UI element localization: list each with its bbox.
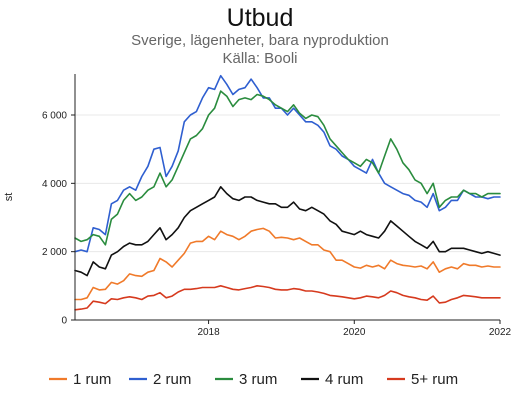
y-axis-label: st <box>3 193 15 202</box>
series-line-4-rum <box>74 186 501 277</box>
x-tick-label: 2022 <box>489 327 512 338</box>
y-tick-label: 4 000 <box>42 179 67 190</box>
series-line-3-rum <box>74 90 501 246</box>
series-line-5plus-rum <box>74 284 501 311</box>
series-line-2-rum <box>74 74 501 253</box>
legend-label-3-rum: 3 rum <box>239 371 277 388</box>
legend-label-5plus-rum: 5+ rum <box>411 371 458 388</box>
legend-label-4-rum: 4 rum <box>325 371 363 388</box>
chart-subtitle: Sverige, lägenheter, bara nyproduktion <box>131 32 389 49</box>
series-lines <box>74 74 501 311</box>
x-tick-label: 2018 <box>197 327 220 338</box>
legend-label-1-rum: 1 rum <box>73 371 111 388</box>
series-line-1-rum <box>74 227 501 301</box>
axes: 0 2 000 4 000 6 000 2018 2020 2022 <box>42 74 512 338</box>
y-tick-label: 6 000 <box>42 111 67 122</box>
y-tick-label: 2 000 <box>42 247 67 258</box>
y-tick-label: 0 <box>61 316 67 327</box>
legend: 1 rum 2 rum 3 rum 4 rum 5+ rum <box>49 371 458 388</box>
x-tick-label: 2020 <box>343 327 366 338</box>
legend-label-2-rum: 2 rum <box>153 371 191 388</box>
chart-title: Utbud <box>227 4 294 32</box>
chart-source: Källa: Booli <box>222 50 297 67</box>
